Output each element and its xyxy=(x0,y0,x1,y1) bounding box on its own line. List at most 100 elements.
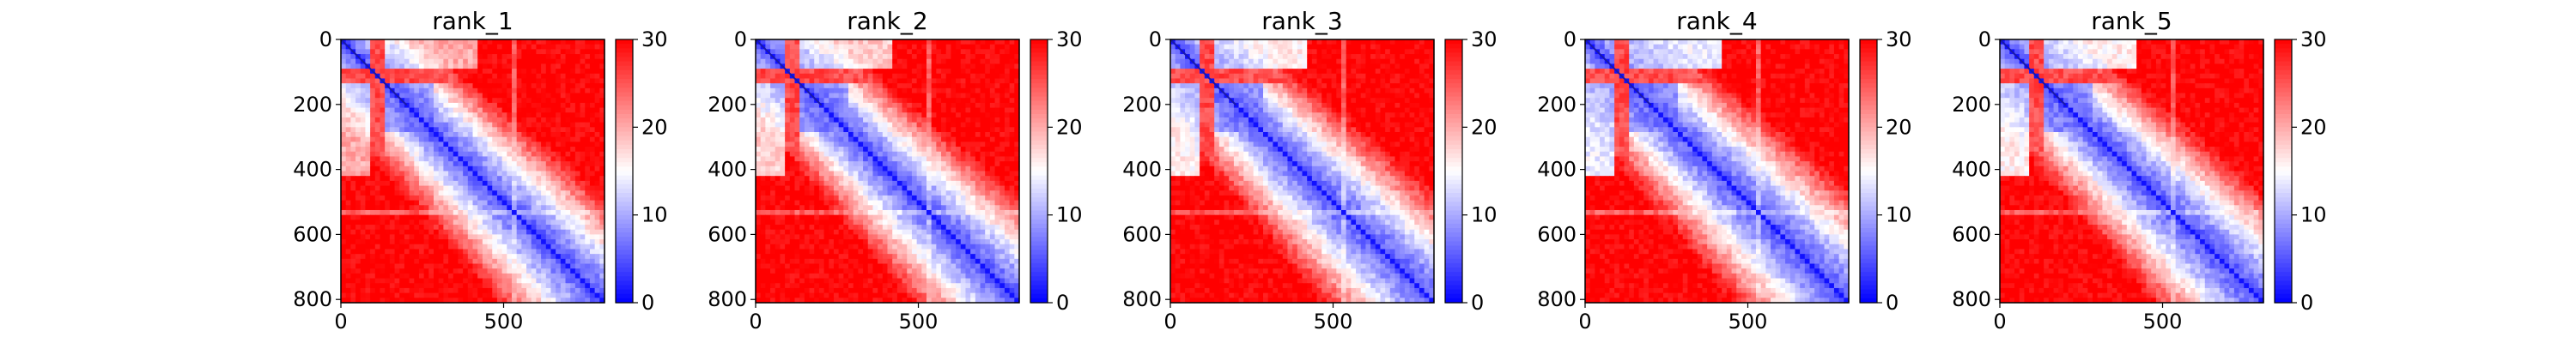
heatmap-cell xyxy=(487,165,493,172)
heatmap-cell xyxy=(521,200,527,206)
heatmap-cell xyxy=(814,93,820,99)
heatmap-cell xyxy=(853,165,859,172)
heatmap-cell xyxy=(541,83,547,89)
heatmap-cell xyxy=(389,209,396,216)
heatmap-cell xyxy=(482,180,489,187)
heatmap-cell xyxy=(458,225,464,231)
heatmap-cell xyxy=(536,239,542,245)
heatmap-cell xyxy=(477,283,483,289)
heatmap-cell xyxy=(507,58,513,65)
heatmap-cell xyxy=(423,273,429,280)
heatmap-cell xyxy=(818,132,825,138)
heatmap-cell xyxy=(945,107,952,113)
heatmap-cell xyxy=(434,151,440,158)
heatmap-cell xyxy=(389,73,396,80)
heatmap-cell xyxy=(443,292,449,298)
heatmap-cell xyxy=(448,195,454,202)
heatmap-cell xyxy=(414,107,420,113)
heatmap-cell xyxy=(507,234,513,240)
heatmap-cell xyxy=(829,87,835,94)
heatmap-cell xyxy=(541,268,547,274)
heatmap-cell xyxy=(374,205,381,211)
colorbar-segment xyxy=(616,223,633,229)
heatmap-cell xyxy=(541,107,547,113)
heatmap-cell xyxy=(423,220,429,226)
heatmap-cell xyxy=(756,190,762,196)
heatmap-cell xyxy=(521,244,527,250)
heatmap-cell xyxy=(916,54,922,60)
heatmap-cell xyxy=(380,205,386,211)
heatmap-cell xyxy=(574,171,581,177)
heatmap-cell xyxy=(482,268,489,274)
heatmap-cell xyxy=(902,78,908,84)
heatmap-cell xyxy=(443,102,449,109)
heatmap-cell xyxy=(789,87,796,94)
heatmap-cell xyxy=(980,180,986,187)
heatmap-cell xyxy=(794,102,800,109)
heatmap-cell xyxy=(989,176,996,182)
heatmap-cell xyxy=(350,244,356,250)
heatmap-cell xyxy=(916,87,922,94)
heatmap-cell xyxy=(775,190,781,196)
heatmap-cell xyxy=(531,44,538,50)
heatmap-cell xyxy=(545,151,552,158)
heatmap-cell xyxy=(814,83,820,89)
heatmap-cell xyxy=(477,58,483,65)
heatmap-cell xyxy=(809,209,815,216)
heatmap-cell xyxy=(760,205,766,211)
heatmap-cell xyxy=(409,98,415,104)
heatmap-cell xyxy=(467,63,474,69)
heatmap-cell xyxy=(570,185,576,191)
heatmap-cell xyxy=(867,195,874,202)
heatmap-cell xyxy=(536,268,542,274)
heatmap-cell xyxy=(599,254,605,260)
heatmap-cell xyxy=(438,171,444,177)
heatmap-cell xyxy=(1009,54,1015,60)
heatmap-cell xyxy=(794,195,800,202)
heatmap-cell xyxy=(355,112,361,118)
heatmap-cell xyxy=(921,93,927,99)
heatmap-cell xyxy=(1009,107,1015,113)
heatmap-cell xyxy=(472,209,478,216)
heatmap-cell xyxy=(770,136,776,142)
heatmap-cell xyxy=(545,127,552,133)
heatmap-cell xyxy=(589,147,596,153)
heatmap-cell xyxy=(843,190,849,196)
heatmap-cell xyxy=(589,171,596,177)
heatmap-cell xyxy=(599,117,605,123)
heatmap-cell xyxy=(385,185,391,191)
heatmap-cell xyxy=(770,141,776,147)
heatmap-cell xyxy=(556,102,562,109)
heatmap-cell xyxy=(487,225,493,231)
heatmap-cell xyxy=(496,63,503,69)
heatmap-cell xyxy=(501,98,507,104)
heatmap-cell xyxy=(911,102,918,109)
heatmap-cell xyxy=(389,58,396,65)
heatmap-cell xyxy=(999,102,1005,109)
heatmap-cell xyxy=(463,273,469,280)
heatmap-cell xyxy=(945,112,952,118)
heatmap-cell xyxy=(423,83,429,89)
heatmap-cell xyxy=(350,127,356,133)
heatmap-cell xyxy=(799,180,805,187)
heatmap-cell xyxy=(829,107,835,113)
heatmap-cell xyxy=(580,205,586,211)
heatmap-cell xyxy=(945,147,952,153)
heatmap-cell xyxy=(809,132,815,138)
heatmap-cell xyxy=(399,278,405,284)
heatmap-cell xyxy=(536,234,542,240)
heatmap-cell xyxy=(536,195,542,202)
heatmap-cell xyxy=(911,39,918,45)
heatmap-cell xyxy=(799,161,805,167)
heatmap-cell xyxy=(863,205,869,211)
heatmap-cell xyxy=(858,58,864,65)
heatmap-cell xyxy=(818,195,825,202)
heatmap-cell xyxy=(965,78,971,84)
heatmap-cell xyxy=(931,102,937,109)
heatmap-cell xyxy=(585,258,591,265)
heatmap-cell xyxy=(999,141,1005,147)
heatmap-cell xyxy=(565,156,571,162)
heatmap-cell xyxy=(531,298,538,304)
heatmap-cell xyxy=(1009,132,1015,138)
heatmap-cell xyxy=(560,214,567,220)
